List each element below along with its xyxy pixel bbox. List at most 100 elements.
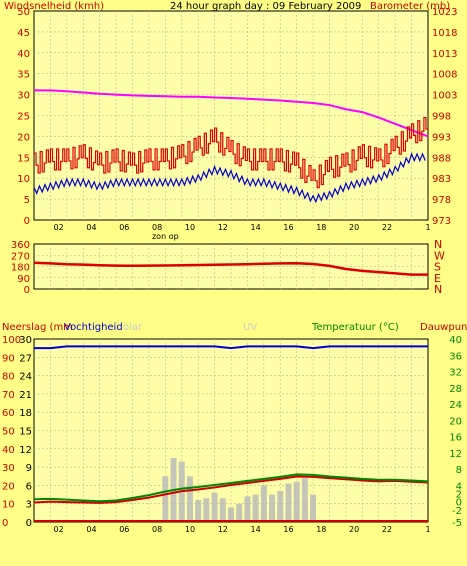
time-tick-label: 12 xyxy=(218,223,228,232)
time-tick-label: 22 xyxy=(382,525,392,534)
solar-bar xyxy=(186,476,193,522)
temp-axis-tick: 24 xyxy=(449,400,462,411)
time-tick-label: 10 xyxy=(185,223,195,232)
time-tick-label: 16 xyxy=(283,525,293,534)
humidity-axis-tick: 100 xyxy=(2,335,21,346)
baro-axis-tick: 1018 xyxy=(432,28,457,39)
baro-axis-tick: 1023 xyxy=(432,7,457,18)
time-tick-label: 18 xyxy=(316,223,326,232)
humidity-line xyxy=(34,345,428,350)
temperature-axis-title: Temperatuur (°C) xyxy=(311,322,399,333)
wind-axis-tick: 35 xyxy=(17,70,30,81)
direction-axis-tick: 360 xyxy=(11,240,30,251)
temperature-line xyxy=(33,473,429,503)
dewpoint-line xyxy=(33,475,429,504)
temp-axis-tick: 16 xyxy=(449,433,462,444)
solar-bar xyxy=(162,476,169,522)
baro-axis-tick: 973 xyxy=(432,216,451,227)
rain-axis-title: Neerslag (mm xyxy=(2,322,73,333)
graph-title: 24 hour graph day : 09 February 2009 xyxy=(170,1,361,12)
solar-bar xyxy=(310,494,317,522)
solar-bar xyxy=(285,483,292,522)
humidity-axis-tick: 30 xyxy=(2,463,15,474)
solar-bar xyxy=(203,498,210,522)
temp-axis-tick: 36 xyxy=(449,351,462,362)
rain-axis-tick: 3 xyxy=(26,500,32,511)
left-axis-title: Windsnelheid (kmh) xyxy=(4,1,104,12)
rain-axis-tick: 0 xyxy=(26,518,32,529)
temp-axis-tick: 4 xyxy=(456,481,462,492)
rain-axis-tick: 18 xyxy=(19,408,32,419)
time-tick-label: 16 xyxy=(283,223,293,232)
humidity-axis-tick: 0 xyxy=(2,518,8,529)
right-axis-title: Barometer (mb) xyxy=(370,1,450,12)
solar-bar xyxy=(260,485,267,522)
time-tick-label: 18 xyxy=(316,525,326,534)
solar-bar xyxy=(195,500,202,522)
direction-axis-tick: 180 xyxy=(11,263,30,274)
direction-letter: N xyxy=(434,238,442,251)
solar-bar xyxy=(252,494,259,522)
baro-axis-tick: 988 xyxy=(432,153,451,164)
time-tick-label: 20 xyxy=(349,525,359,534)
humidity-axis-tick: 20 xyxy=(2,481,15,492)
humidity-axis-tick: 90 xyxy=(2,353,15,364)
wind-axis-tick: 40 xyxy=(17,49,30,60)
rain-axis-tick: 6 xyxy=(26,481,32,492)
time-tick-label: 08 xyxy=(152,223,162,232)
rain-axis-tick: 15 xyxy=(19,427,32,438)
time-tick-label: 1 xyxy=(425,525,430,534)
barometer-line xyxy=(34,89,429,138)
rain-axis-tick: 12 xyxy=(19,445,32,456)
solar-bar xyxy=(277,490,284,522)
wind-speed-line xyxy=(34,116,428,189)
solar-bar xyxy=(301,478,308,522)
temp-axis-tick: 28 xyxy=(449,384,462,395)
text-layer: 02 04 06 08 10 12 14 16 18 20 22 102 04 06 08 10 12 14 16 1… xyxy=(2,7,462,534)
rain-axis-tick: 30 xyxy=(19,335,32,346)
wind-axis-tick: 5 xyxy=(24,195,30,206)
time-tick-label: 06 xyxy=(119,223,129,232)
humidity-axis-tick: 80 xyxy=(2,372,15,383)
gust-line xyxy=(33,152,426,204)
wind-direction-line xyxy=(33,261,428,276)
temp-axis-tick: 32 xyxy=(449,368,462,379)
time-tick-label: 04 xyxy=(86,223,96,232)
time-tick-label: 12 xyxy=(218,525,228,534)
uv-label: UV xyxy=(243,322,257,333)
direction-axis-tick: 270 xyxy=(11,251,30,262)
wind-axis-tick: 10 xyxy=(17,174,30,185)
wind-axis-tick: 15 xyxy=(17,153,30,164)
rain-axis-tick: 9 xyxy=(26,463,32,474)
time-tick-label: 08 xyxy=(152,525,162,534)
wind-axis-tick: 45 xyxy=(17,28,30,39)
dewpoint-axis-title: Dauwpunt xyxy=(420,322,467,333)
humidity-axis-tick: 40 xyxy=(2,445,15,456)
time-tick-label: 06 xyxy=(119,525,129,534)
baro-axis-tick: 998 xyxy=(432,112,451,123)
rain-axis-tick: 21 xyxy=(19,390,32,401)
time-tick-label: 22 xyxy=(382,223,392,232)
humidity-axis-tick: 10 xyxy=(2,500,15,511)
solar-bar xyxy=(228,507,234,522)
solar-bar xyxy=(236,503,243,522)
wind-axis-tick: 50 xyxy=(17,7,30,18)
humidity-axis-tick: 70 xyxy=(2,390,15,401)
baro-axis-tick: 978 xyxy=(432,195,451,206)
time-tick-label: 10 xyxy=(185,525,195,534)
baro-axis-tick: 1008 xyxy=(432,70,457,81)
solar-bar xyxy=(293,481,300,522)
temp-axis-tick: 2 xyxy=(456,490,462,501)
direction-axis-tick: 90 xyxy=(17,274,30,285)
temp-axis-tick: 8 xyxy=(456,465,462,476)
solar-bar xyxy=(219,498,226,522)
solar-label: olar xyxy=(123,322,143,333)
humidity-axis-title: Vochtigheid xyxy=(64,322,123,333)
baro-axis-tick: 1003 xyxy=(432,91,457,102)
time-tick-label: 04 xyxy=(86,525,96,534)
humidity-axis-tick: 50 xyxy=(2,427,15,438)
time-tick-label: 14 xyxy=(251,525,261,534)
temp-axis-tick: -5 xyxy=(452,518,462,529)
